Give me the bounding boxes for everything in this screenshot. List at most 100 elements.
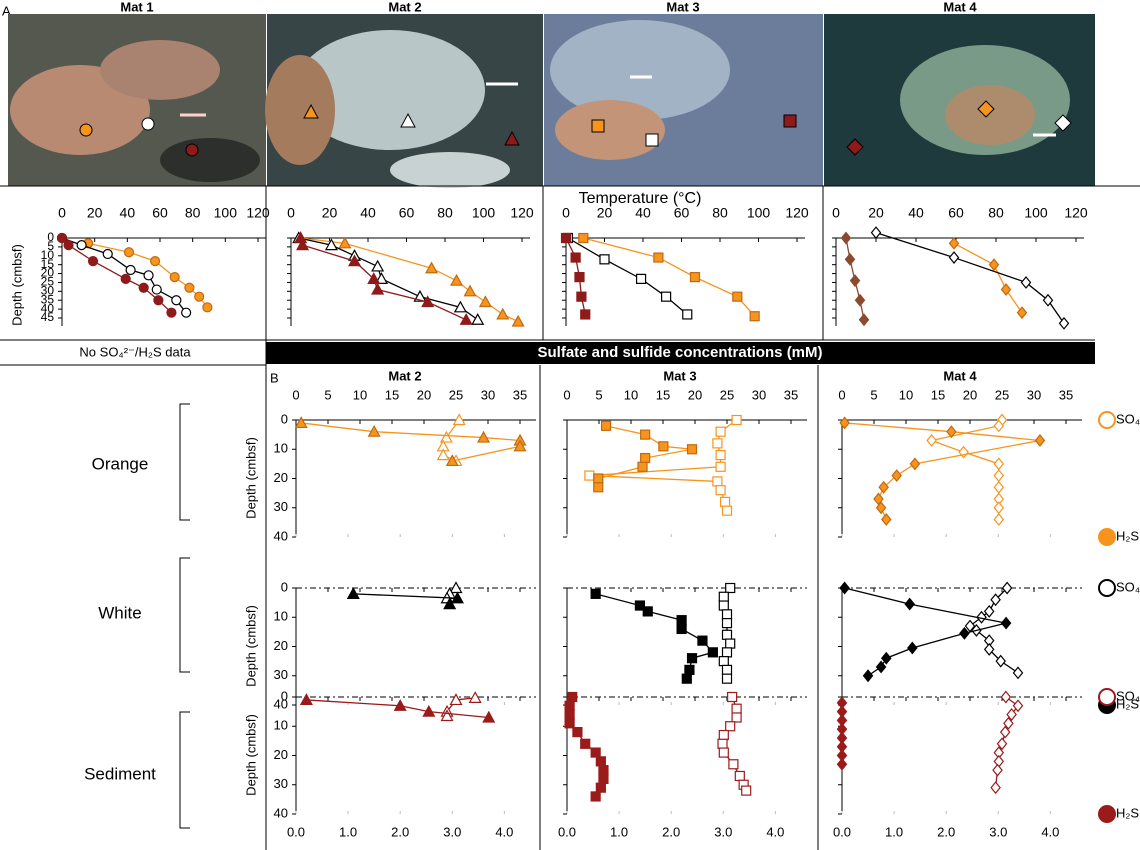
marker bbox=[599, 254, 610, 265]
marker bbox=[590, 747, 601, 758]
mat-patch bbox=[390, 152, 510, 188]
marker bbox=[990, 781, 1001, 795]
x-tick-label: 100 bbox=[747, 205, 771, 221]
x-tick-label: 0 bbox=[838, 387, 845, 402]
marker bbox=[1000, 616, 1012, 630]
marker bbox=[564, 709, 575, 720]
marker bbox=[873, 492, 884, 506]
marker bbox=[854, 293, 866, 307]
marker bbox=[728, 759, 739, 770]
mat-patch bbox=[160, 138, 260, 182]
y-tick-label: 30 bbox=[274, 499, 288, 514]
marker bbox=[840, 231, 852, 245]
marker bbox=[449, 581, 463, 594]
x2-tick-label: 4.0 bbox=[766, 824, 784, 839]
marker bbox=[948, 236, 960, 250]
marker bbox=[676, 623, 687, 635]
x-tick-label: 30 bbox=[1027, 387, 1041, 402]
marker bbox=[570, 252, 581, 263]
marker bbox=[634, 600, 646, 611]
marker bbox=[1001, 581, 1013, 595]
marker bbox=[721, 673, 733, 684]
photo bbox=[8, 14, 266, 186]
marker bbox=[151, 284, 162, 295]
x-tick-label: 35 bbox=[513, 387, 527, 402]
x-tick-label: 5 bbox=[595, 387, 602, 402]
marker bbox=[56, 232, 68, 244]
x2-tick-label: 2.0 bbox=[937, 824, 955, 839]
marker bbox=[993, 457, 1005, 471]
series-line bbox=[875, 232, 1065, 324]
marker bbox=[595, 782, 606, 793]
marker bbox=[844, 252, 856, 266]
marker bbox=[721, 617, 733, 629]
marker bbox=[76, 240, 87, 251]
x-tick-label: 100 bbox=[214, 205, 238, 221]
marker bbox=[595, 756, 606, 767]
marker bbox=[413, 289, 427, 302]
marker bbox=[635, 273, 647, 284]
marker bbox=[836, 757, 848, 771]
marker bbox=[436, 448, 450, 461]
marker bbox=[881, 513, 892, 526]
x2-tick-label: 2.0 bbox=[391, 824, 409, 839]
marker bbox=[697, 635, 708, 646]
marker bbox=[1000, 283, 1012, 297]
mat-patch bbox=[555, 100, 665, 160]
marker bbox=[338, 236, 352, 249]
marker bbox=[511, 314, 525, 327]
series-line bbox=[929, 419, 1003, 520]
marker bbox=[574, 272, 585, 283]
x-tick-label: 40 bbox=[635, 205, 651, 221]
y-tick-label: 30 bbox=[41, 284, 55, 298]
x-tick-label: 0 bbox=[292, 387, 299, 402]
x-tick-label: 0 bbox=[58, 205, 66, 221]
marker bbox=[471, 313, 485, 325]
y-tick-label: 40 bbox=[274, 805, 288, 820]
y-tick-label: 0 bbox=[281, 579, 288, 594]
site-marker bbox=[79, 123, 93, 137]
marker bbox=[584, 470, 595, 481]
marker bbox=[993, 754, 1005, 768]
marker bbox=[371, 259, 385, 272]
x-tick-label: 0 bbox=[832, 205, 840, 221]
marker bbox=[717, 738, 728, 749]
x-tick-label: 80 bbox=[712, 205, 728, 221]
marker bbox=[907, 641, 918, 655]
y-tick-label: 20 bbox=[274, 747, 288, 762]
marker bbox=[1058, 316, 1070, 330]
x-tick-label: 20 bbox=[688, 387, 702, 402]
y-tick-label: 25 bbox=[41, 275, 55, 289]
y-tick-label: 20 bbox=[41, 266, 55, 280]
site-marker bbox=[141, 117, 155, 131]
y-tick-label: 20 bbox=[274, 470, 288, 485]
marker bbox=[734, 770, 745, 782]
marker bbox=[637, 461, 648, 472]
marker bbox=[367, 424, 381, 437]
y-tick-label: 10 bbox=[274, 609, 288, 624]
y-tick-label: 20 bbox=[274, 638, 288, 653]
x2-tick-label: 1.0 bbox=[885, 824, 903, 839]
marker bbox=[166, 307, 177, 318]
site-marker bbox=[185, 143, 199, 157]
marker bbox=[719, 496, 731, 507]
x-tick-label: 30 bbox=[481, 387, 495, 402]
y-tick-label: 30 bbox=[274, 776, 288, 791]
marker bbox=[715, 461, 726, 472]
marker bbox=[993, 513, 1005, 526]
marker bbox=[600, 420, 612, 431]
x-tick-label: 80 bbox=[437, 205, 453, 221]
marker bbox=[640, 452, 651, 464]
axis-title: Depth (cmbsf) bbox=[243, 437, 258, 519]
y-tick-label: 0 bbox=[47, 230, 54, 244]
marker bbox=[1000, 690, 1012, 704]
marker bbox=[993, 469, 1005, 483]
marker bbox=[1020, 275, 1032, 289]
marker bbox=[875, 660, 887, 674]
marker bbox=[715, 450, 726, 461]
marker bbox=[983, 604, 995, 618]
x-tick-label: 20 bbox=[322, 205, 338, 221]
axis-title: Depth (cmbsf) bbox=[243, 714, 258, 796]
marker bbox=[348, 254, 362, 267]
marker bbox=[660, 291, 672, 302]
